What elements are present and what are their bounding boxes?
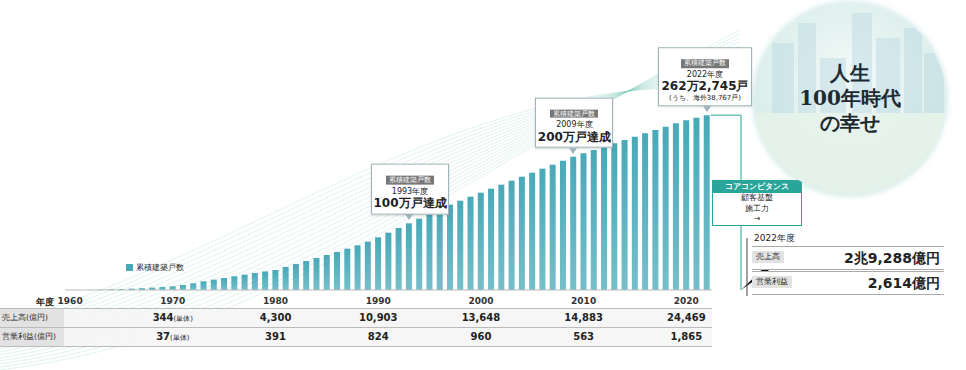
html-text:563: 563 [573, 331, 595, 342]
svg-text:1970: 1970 [160, 296, 185, 306]
svg-text:2020: 2020 [674, 296, 699, 306]
svg-text:1980: 1980 [263, 296, 288, 306]
html-text:累積建築戸数: 累積建築戸数 [136, 263, 184, 272]
html-text:累積建築戸数: 累積建築戸数 [684, 59, 726, 68]
svg-text:2000: 2000 [468, 296, 493, 306]
html-text:100年時代: 100年時代 [799, 86, 901, 110]
html-text:1993年度: 1993年度 [391, 186, 429, 196]
html-text:824: 824 [367, 331, 389, 342]
html-text:24,469: 24,469 [667, 312, 706, 323]
html-text:施工力: 施工力 [745, 203, 769, 213]
html-text:10,903: 10,903 [358, 312, 398, 323]
html-text:累積建築戸数: 累積建築戸数 [553, 109, 596, 118]
html-text:100万戸達成: 100万戸達成 [373, 195, 447, 210]
html-text:2兆9,288億円: 2兆9,288億円 [844, 250, 940, 266]
html-text:顧客基盤: 顧客基盤 [741, 193, 773, 203]
html-text:262万2,745戸: 262万2,745戸 [661, 79, 749, 94]
html-text:344(単体): 344(単体) [152, 312, 193, 323]
html-text:1,865: 1,865 [670, 331, 703, 342]
html-text:(うち、海外38,767戸): (うち、海外38,767戸) [669, 93, 741, 102]
html-text:の幸せ: の幸せ [820, 111, 880, 135]
html-text:391: 391 [265, 331, 286, 342]
html-text:4,300: 4,300 [259, 312, 292, 323]
html-text:売上高(億円): 売上高(億円) [2, 313, 48, 322]
svg-text:2010: 2010 [571, 296, 596, 306]
html-text:14,883: 14,883 [564, 312, 603, 323]
html-text:13,648: 13,648 [461, 312, 501, 323]
svg-text:1960: 1960 [58, 296, 83, 306]
svg-text:1990: 1990 [366, 296, 391, 306]
html-text:営業利益(億円): 営業利益(億円) [2, 332, 56, 341]
html-text:累積建築戸数: 累積建築戸数 [389, 176, 431, 184]
html-text:960: 960 [470, 331, 492, 342]
html-text:人生: 人生 [830, 61, 870, 85]
html-text:売上高: 売上高 [756, 252, 780, 261]
html-text:2022年度: 2022年度 [754, 233, 795, 243]
html-text:37(単体): 37(単体) [156, 331, 190, 342]
html-text:2009年度: 2009年度 [556, 119, 593, 129]
html-text:年度: 年度 [36, 297, 54, 307]
html-text:営業利益: 営業利益 [756, 277, 788, 286]
html-text:2022年度: 2022年度 [686, 69, 724, 79]
html-text:2,614億円: 2,614億円 [867, 275, 940, 291]
html-text:コアコンピタンス: コアコンピタンス [725, 182, 789, 191]
html-text:200万戸達成: 200万戸達成 [537, 129, 611, 144]
